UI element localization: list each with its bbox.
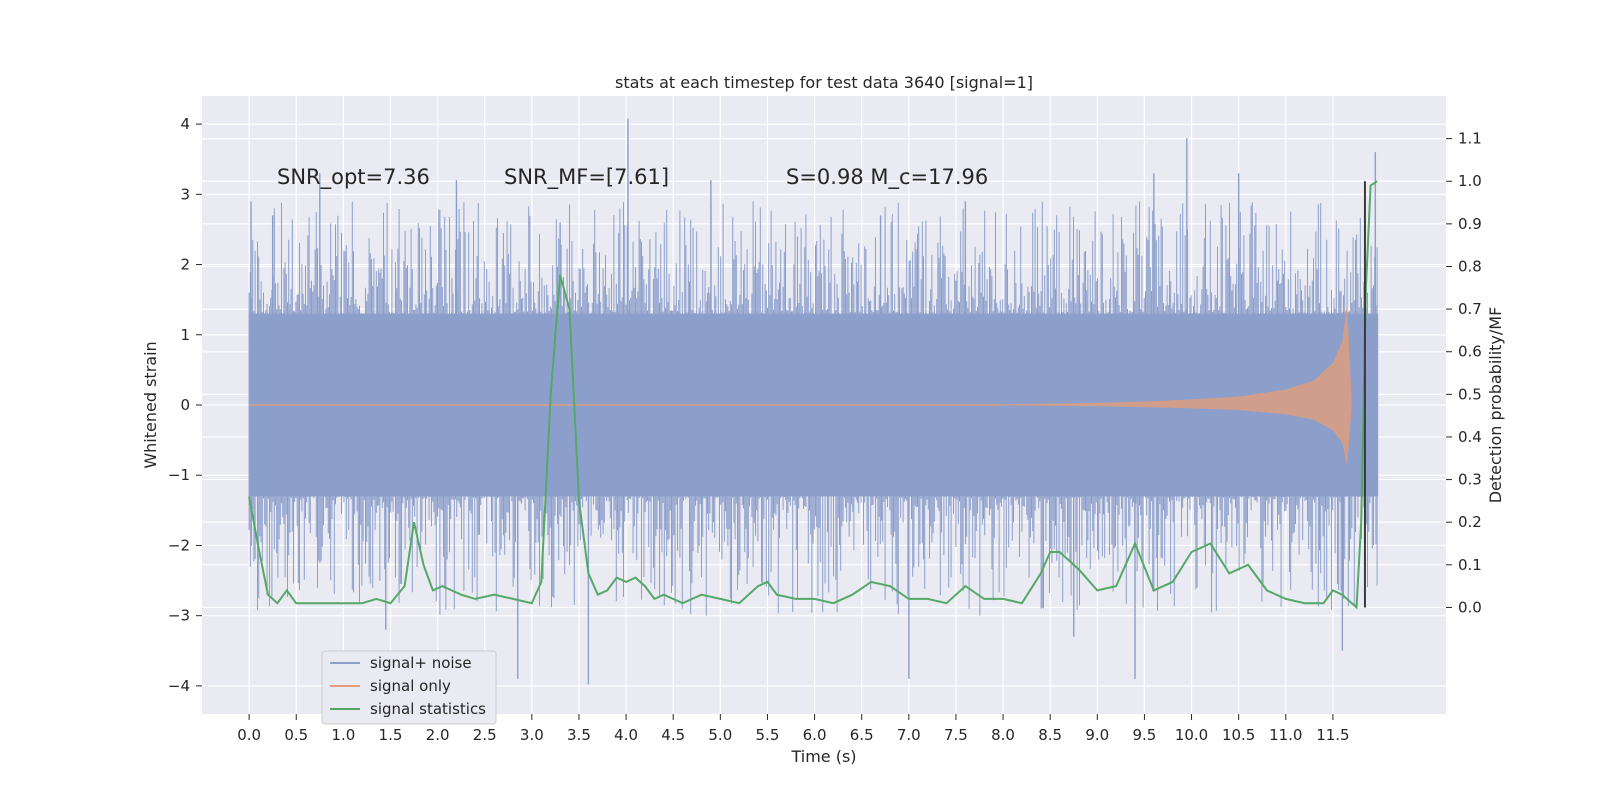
x-tick-label: 0.5 <box>284 726 308 744</box>
chart-title: stats at each timestep for test data 364… <box>615 73 1033 92</box>
legend-label-signal: signal only <box>370 677 451 695</box>
legend: signal+ noise signal only signal statist… <box>321 650 497 725</box>
y-axis-right-ticks: 1.1 1.0 0.9 0.8 0.7 0.6 0.5 0.4 0.3 0.2 0.1 0.0 <box>1446 130 1482 616</box>
x-tick-label: 11.5 <box>1316 726 1349 744</box>
x-axis-label: Time (s) <box>790 747 856 766</box>
y-right-tick-label: 0.6 <box>1458 343 1482 361</box>
signal-only-series <box>249 303 1352 467</box>
x-axis-ticks: 0.0 0.5 1.0 1.5 2.0 2.5 3.0 3.5 4.0 4.5 5.0 5.5 6.0 6… <box>237 714 1350 744</box>
legend-box <box>321 650 497 725</box>
x-tick-label: 1.0 <box>331 726 355 744</box>
x-tick-label: 3.5 <box>567 726 591 744</box>
x-tick-label: 4.0 <box>614 726 638 744</box>
y-axis-label: Whitened strain <box>141 341 160 468</box>
x-tick-label: 4.5 <box>661 726 685 744</box>
y-right-tick-label: 0.9 <box>1458 215 1482 233</box>
x-tick-label: 2.5 <box>473 726 497 744</box>
annotation-snr-mf: SNR_MF=[7.61] <box>504 165 669 190</box>
signal-statistics-series <box>248 180 1378 610</box>
y-tick-label: 1 <box>180 326 190 344</box>
y-right-tick-label: 0.2 <box>1458 513 1482 531</box>
x-tick-label: 9.5 <box>1132 726 1156 744</box>
x-tick-label: 8.0 <box>991 726 1015 744</box>
x-tick-label: 5.5 <box>756 726 780 744</box>
legend-label-noise: signal+ noise <box>370 654 472 672</box>
x-tick-label: 8.5 <box>1038 726 1062 744</box>
y-right-tick-label: 0.0 <box>1458 598 1482 616</box>
stats-line <box>248 180 1378 610</box>
x-tick-label: 9.0 <box>1085 726 1109 744</box>
y-tick-label: 2 <box>180 256 190 274</box>
x-tick-label: 7.5 <box>944 726 968 744</box>
y-tick-label: 4 <box>180 115 190 133</box>
annotation-snr-opt: SNR_opt=7.36 <box>277 165 430 190</box>
y-tick-label: −1 <box>168 466 190 484</box>
y-axis-right-label: Detection probability/MF <box>1486 307 1505 504</box>
y-right-tick-label: 0.5 <box>1458 385 1482 403</box>
x-tick-label: 6.5 <box>850 726 874 744</box>
y-right-tick-label: 0.8 <box>1458 257 1482 275</box>
x-tick-label: 6.0 <box>803 726 827 744</box>
x-tick-label: 5.0 <box>708 726 732 744</box>
y-tick-label: 0 <box>180 396 190 414</box>
x-tick-label: 10.5 <box>1222 726 1255 744</box>
x-tick-label: 7.0 <box>897 726 921 744</box>
x-tick-label: 2.0 <box>426 726 450 744</box>
x-tick-label: 11.0 <box>1269 726 1302 744</box>
x-tick-label: 3.0 <box>520 726 544 744</box>
x-tick-label: 1.5 <box>379 726 403 744</box>
x-tick-label: 10.0 <box>1175 726 1208 744</box>
y-tick-label: −2 <box>168 536 190 554</box>
y-tick-label: −4 <box>168 677 190 695</box>
annotations: SNR_opt=7.36 SNR_MF=[7.61] S=0.98 M_c=17… <box>277 165 988 190</box>
y-axis-left-ticks: 4 3 2 1 0 −1 −2 −3 −4 <box>168 115 202 695</box>
y-right-tick-label: 0.4 <box>1458 428 1482 446</box>
y-right-tick-label: 0.1 <box>1458 556 1482 574</box>
y-right-tick-label: 0.3 <box>1458 471 1482 489</box>
y-right-tick-label: 1.0 <box>1458 172 1482 190</box>
annotation-s-mc: S=0.98 M_c=17.96 <box>786 165 988 190</box>
y-tick-label: −3 <box>168 607 190 625</box>
legend-label-stats: signal statistics <box>370 700 486 718</box>
x-tick-label: 0.0 <box>237 726 261 744</box>
y-right-tick-label: 1.1 <box>1458 130 1482 148</box>
y-right-tick-label: 0.7 <box>1458 300 1482 318</box>
y-tick-label: 3 <box>180 185 190 203</box>
